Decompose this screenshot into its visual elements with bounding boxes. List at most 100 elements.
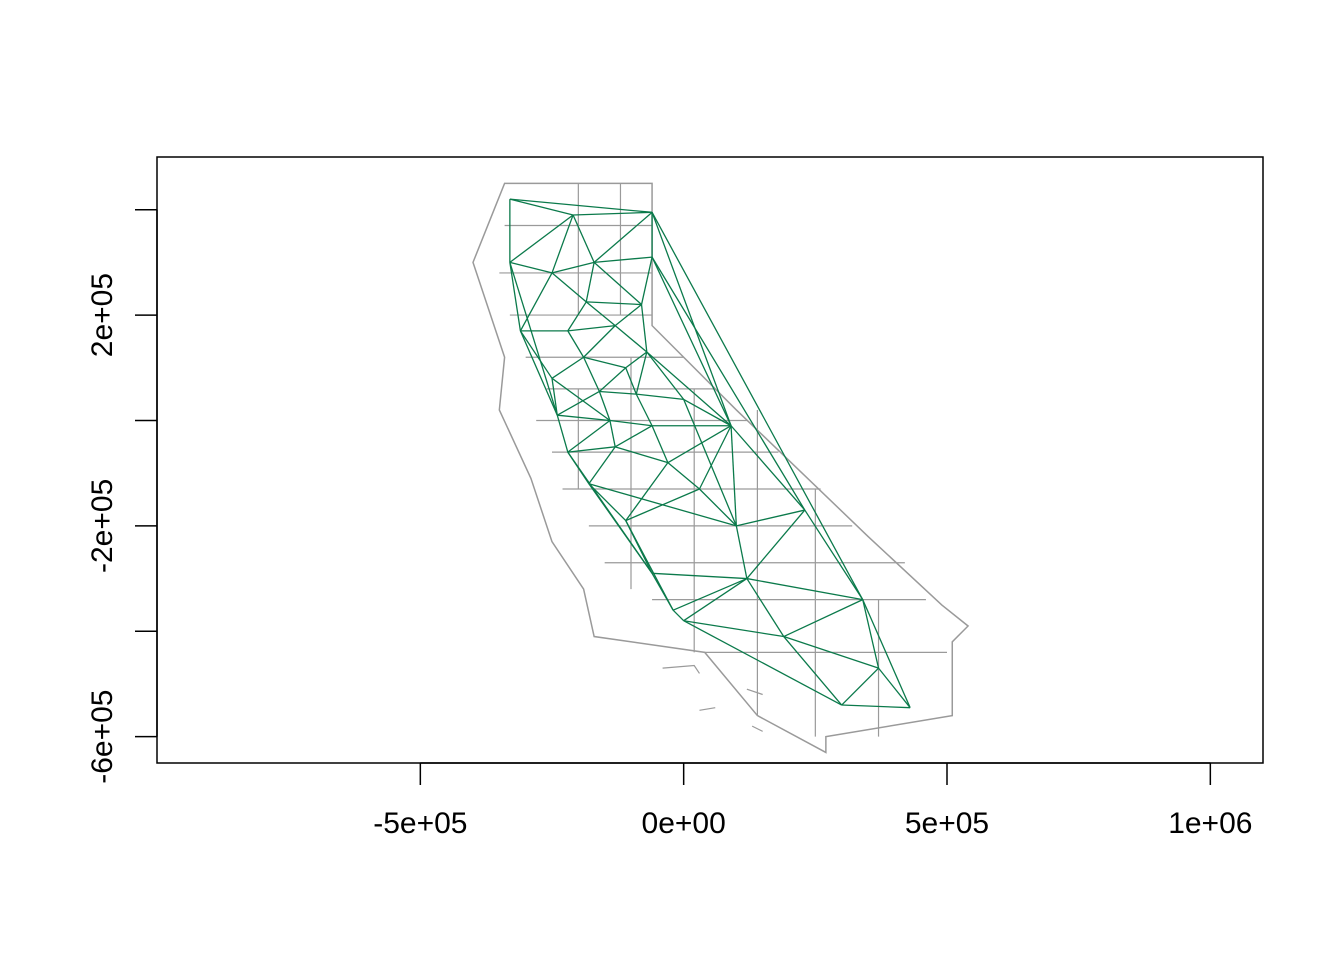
island-outline xyxy=(662,664,700,674)
network-edge xyxy=(746,577,863,601)
network-edge xyxy=(804,509,864,600)
x-tick-label: 1e+06 xyxy=(1168,807,1252,840)
network-edge xyxy=(699,488,737,527)
network-edge xyxy=(588,483,737,527)
network-edge xyxy=(567,324,616,332)
network-edge xyxy=(635,393,653,427)
x-tick-label: 0e+00 xyxy=(642,807,726,840)
network-edge xyxy=(646,351,732,427)
network-edge xyxy=(783,636,843,706)
network-edge xyxy=(509,198,574,216)
network-edge xyxy=(573,211,653,216)
network-edge xyxy=(551,377,611,422)
network-edge xyxy=(614,304,642,327)
network-edge xyxy=(862,599,880,669)
network-edge xyxy=(509,262,558,416)
network-edge xyxy=(551,261,595,274)
network-edge xyxy=(651,256,732,427)
network-edge xyxy=(698,425,732,490)
network-edge xyxy=(640,256,653,305)
state-outline-layer xyxy=(472,182,970,754)
network-edge xyxy=(667,462,700,490)
network-edge xyxy=(557,414,610,422)
network-edge xyxy=(667,425,732,464)
network-edge xyxy=(551,356,584,379)
network-edge xyxy=(651,212,732,426)
network-edge xyxy=(509,198,653,213)
network-edge xyxy=(585,301,616,327)
network-edge xyxy=(588,483,627,522)
network-edge xyxy=(651,212,864,600)
network-edge xyxy=(746,509,806,579)
network-edge xyxy=(625,367,637,395)
network-edge xyxy=(556,390,600,416)
island-outline xyxy=(699,707,716,711)
axis-layer: -5e+05 0e+00 5e+05 1e+06 2e+05 -2e+05 -6e+05 xyxy=(86,156,1264,840)
network-edge xyxy=(551,214,574,274)
network-edge xyxy=(841,704,911,709)
network-edge xyxy=(586,301,642,306)
network-edge xyxy=(519,330,553,379)
network-edge xyxy=(556,415,569,453)
network-edge xyxy=(614,325,648,353)
network-edge xyxy=(683,399,737,527)
network-edge xyxy=(646,351,685,400)
network-edge xyxy=(652,572,747,580)
network-edge xyxy=(583,356,626,369)
network-edge xyxy=(841,667,879,706)
network-edge xyxy=(594,256,653,264)
y-tick-label: 2e+05 xyxy=(86,273,119,357)
network-edge xyxy=(640,304,648,353)
island-outline xyxy=(746,688,763,696)
network-edge xyxy=(583,325,616,358)
network-edge xyxy=(635,351,648,395)
network-edge xyxy=(598,367,627,392)
network-edge xyxy=(567,451,653,574)
network-edge xyxy=(519,330,558,416)
network-edge xyxy=(683,578,748,622)
network-edge xyxy=(625,351,648,369)
plot-frame xyxy=(156,156,1264,764)
network-edge xyxy=(783,635,879,669)
network-edge xyxy=(862,599,911,708)
network-edge xyxy=(625,520,674,611)
network-edge xyxy=(551,378,558,416)
network-edge xyxy=(736,509,805,527)
network-edge xyxy=(746,578,785,637)
network-edge xyxy=(593,261,642,306)
network-edge xyxy=(609,419,653,427)
network-edge xyxy=(509,214,574,263)
network-edge xyxy=(567,419,611,453)
network-edge xyxy=(585,262,595,303)
network-edge xyxy=(567,301,587,332)
network-edge xyxy=(651,256,806,511)
network-edge xyxy=(683,398,732,427)
x-tick-label: 5e+05 xyxy=(905,807,989,840)
network-edge xyxy=(735,525,748,579)
network-edge xyxy=(625,462,669,521)
network-edge xyxy=(551,272,587,303)
network-edge xyxy=(683,620,784,638)
network-edge xyxy=(672,577,748,611)
network-edge xyxy=(672,609,685,622)
network-edge xyxy=(509,261,553,274)
network-edge xyxy=(683,620,842,706)
network-edge xyxy=(509,262,522,331)
x-tick-label: -5e+05 xyxy=(373,807,467,840)
network-edge xyxy=(783,599,864,638)
network-edge-layer xyxy=(509,198,911,709)
network-edge xyxy=(598,391,611,421)
network-edge xyxy=(588,446,616,485)
network-edge xyxy=(614,425,653,448)
network-edge xyxy=(593,211,653,263)
network-edge xyxy=(599,390,637,395)
network-edge xyxy=(636,393,684,401)
network-edge xyxy=(615,446,669,464)
y-tick-label: -2e+05 xyxy=(86,479,119,573)
network-edge xyxy=(583,356,600,392)
island-outline xyxy=(751,725,763,732)
network-edge xyxy=(519,272,553,332)
network-edge xyxy=(730,425,737,526)
network-edge xyxy=(730,425,806,511)
